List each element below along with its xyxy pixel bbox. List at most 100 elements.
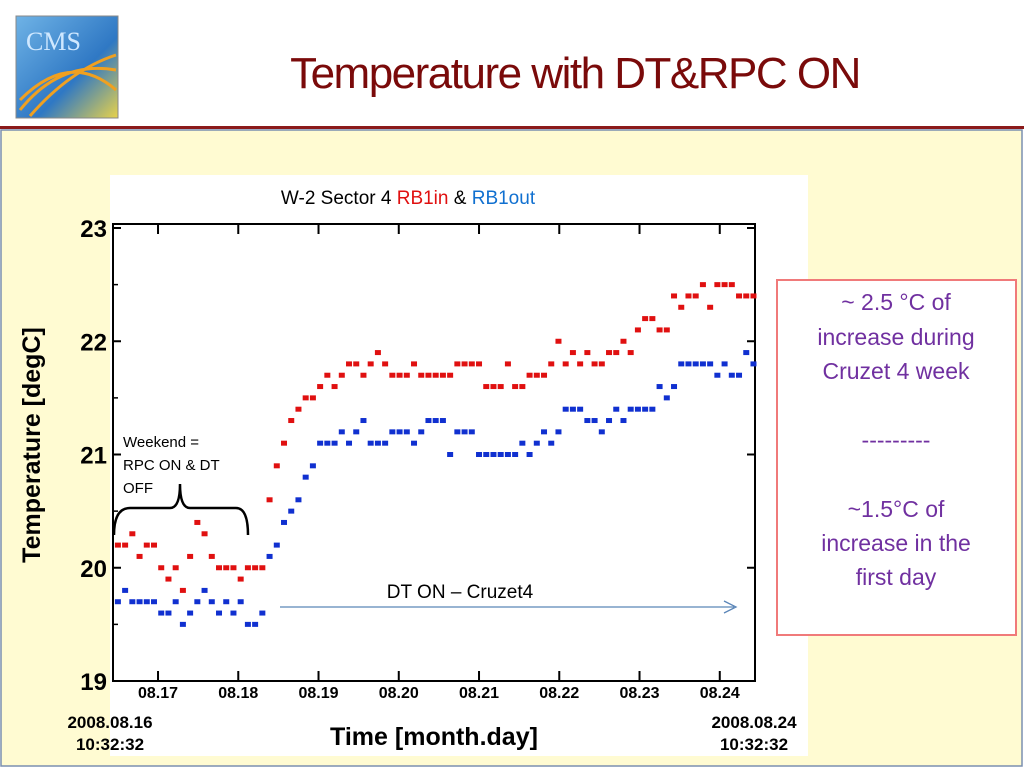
note-line: increase in the — [821, 530, 971, 556]
point — [721, 282, 728, 288]
point — [179, 621, 186, 627]
point — [346, 440, 353, 446]
point — [512, 384, 519, 390]
point — [504, 361, 511, 367]
plot-frame — [112, 223, 756, 682]
note: ~ 2.5 °C of increase during Cruzet 4 week -… — [817, 289, 974, 590]
title-joiner: & — [454, 188, 467, 209]
point — [483, 384, 490, 390]
x-tick-label: 08.17 — [138, 685, 178, 702]
point — [699, 361, 706, 367]
point — [736, 293, 743, 299]
point — [584, 350, 591, 356]
x-tick-label: 08.24 — [700, 685, 740, 702]
point — [223, 599, 230, 605]
logo: CMS — [15, 15, 119, 119]
weekend-brace — [112, 483, 250, 536]
point — [252, 565, 259, 571]
point — [497, 384, 504, 390]
point — [663, 327, 670, 333]
x-end-label: 2008.08.24 — [711, 713, 797, 732]
point — [497, 452, 504, 457]
point — [288, 508, 295, 514]
x-tick-label: 08.20 — [379, 685, 419, 702]
point — [187, 553, 194, 559]
point — [317, 384, 324, 390]
point — [728, 282, 735, 288]
point — [649, 316, 656, 322]
y-tick-label: 23 — [80, 216, 107, 243]
logo-tracks — [18, 53, 117, 117]
point — [237, 599, 244, 605]
legend-entry: RB1out — [472, 188, 536, 209]
point — [172, 565, 179, 571]
title-rule — [0, 126, 1024, 129]
chart-title: W-2 Sector 4 RB1in & RB1out — [281, 188, 536, 209]
point — [165, 576, 172, 582]
point — [411, 361, 418, 367]
point — [454, 429, 461, 435]
point — [309, 395, 316, 401]
point — [569, 406, 576, 412]
point — [129, 531, 136, 537]
arrow-head — [723, 600, 738, 614]
point — [454, 361, 461, 367]
x-tick-label: 08.23 — [619, 685, 659, 702]
x-tick-label: 08.21 — [459, 685, 499, 702]
point — [613, 350, 620, 356]
annotation: OFF — [123, 480, 153, 497]
point — [685, 361, 692, 367]
point — [295, 497, 302, 503]
point — [396, 429, 403, 435]
point — [244, 621, 251, 627]
point — [165, 610, 172, 616]
point — [201, 587, 208, 593]
point — [627, 406, 634, 412]
point — [750, 361, 757, 367]
title-text: W-2 Sector 4 — [281, 188, 392, 209]
point — [620, 418, 627, 424]
point — [281, 440, 288, 446]
x-end-label: 10:32:32 — [720, 735, 788, 754]
point — [259, 610, 266, 616]
point — [418, 429, 425, 435]
point — [324, 440, 331, 446]
note-line: ~ 2.5 °C of — [841, 289, 951, 315]
point — [187, 610, 194, 616]
point — [750, 293, 757, 299]
point — [288, 418, 295, 424]
point — [707, 361, 714, 367]
point — [504, 452, 511, 457]
point — [721, 361, 728, 367]
point — [194, 519, 201, 525]
point — [122, 587, 129, 593]
note-line: ~1.5°C of — [848, 496, 945, 522]
point — [591, 361, 598, 367]
point — [114, 542, 121, 548]
point — [736, 372, 743, 378]
point — [634, 327, 641, 333]
point — [692, 293, 699, 299]
point — [317, 440, 324, 446]
point — [555, 338, 562, 344]
point — [331, 384, 338, 390]
point — [606, 350, 613, 356]
y-tick-label: 21 — [80, 443, 107, 470]
point — [425, 418, 432, 424]
point — [338, 372, 345, 378]
legend-entry: RB1in — [397, 188, 449, 209]
point — [519, 440, 526, 446]
point — [606, 418, 613, 424]
point — [353, 361, 360, 367]
point — [483, 452, 490, 457]
point — [476, 452, 483, 457]
point — [519, 384, 526, 390]
point — [526, 372, 533, 378]
point — [714, 282, 721, 288]
point — [598, 361, 605, 367]
point — [447, 372, 454, 378]
x-start-label: 10:32:32 — [76, 735, 144, 754]
point — [151, 599, 158, 605]
note-line: --------- — [862, 427, 931, 453]
